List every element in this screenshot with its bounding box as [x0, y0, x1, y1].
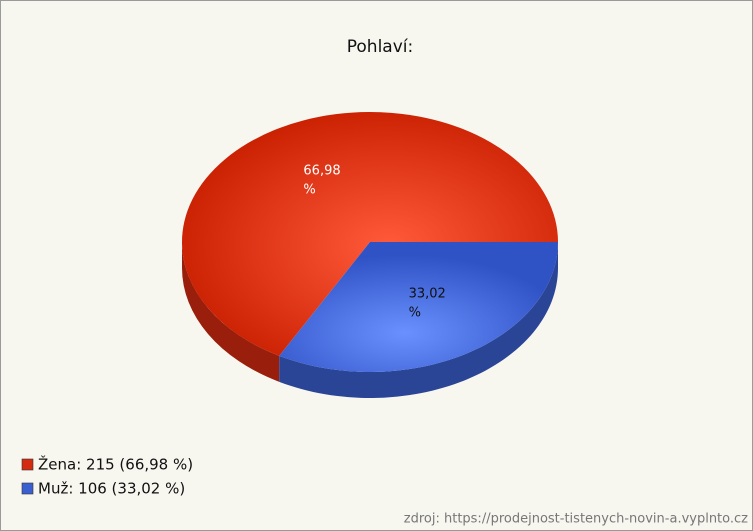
- source: zdroj: https://prodejnost-tistenych-novi…: [404, 512, 748, 527]
- data-label-line: 33,02: [409, 286, 446, 301]
- pie-slice: [182, 111, 558, 356]
- legend-swatch: [21, 482, 34, 495]
- pie-side: [182, 242, 280, 382]
- legend-label: Muž: 106 (33,02 %): [38, 480, 185, 498]
- pie-side: [279, 242, 558, 398]
- data-label-line: %: [303, 182, 315, 197]
- data-label: 66,98%: [303, 163, 340, 197]
- chart-title: Pohlaví:: [347, 37, 413, 57]
- data-label-line: 66,98: [303, 163, 340, 178]
- data-label-line: %: [409, 305, 421, 320]
- data-label: 33,02%: [409, 286, 446, 320]
- legend-swatch: [21, 458, 34, 471]
- pie-slice: [279, 242, 558, 372]
- legend-label: Žena: 215 (66,98 %): [38, 455, 193, 474]
